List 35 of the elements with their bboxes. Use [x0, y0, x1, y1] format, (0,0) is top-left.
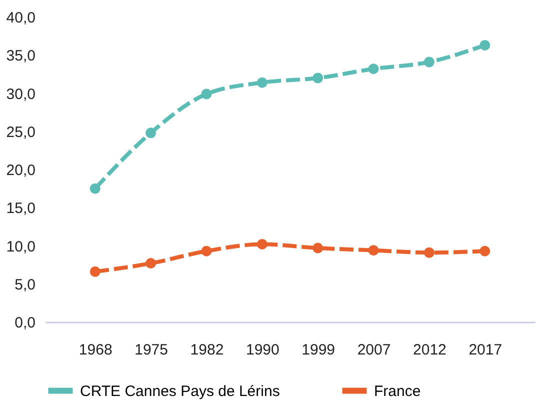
y-tick-label: 20,0 [6, 162, 36, 179]
point [201, 88, 212, 100]
y-tick-label: 30,0 [6, 86, 36, 103]
legend-label: France [374, 382, 421, 400]
point [368, 245, 379, 256]
y-tick-label: 10,0 [6, 238, 36, 256]
legend-label: CRTE Cannes Pays de Lérins [80, 382, 280, 400]
y-tick-label: 35,0 [6, 48, 36, 65]
point [424, 56, 434, 68]
point [90, 266, 100, 277]
x-tick-label: 1975 [134, 342, 168, 358]
y-tick-label: 5,0 [14, 276, 36, 294]
x-tick-label: 2012 [413, 342, 446, 358]
y-tick-label: 0,0 [14, 314, 36, 332]
point [480, 40, 490, 50]
point [368, 64, 379, 74]
point [424, 247, 434, 258]
point [146, 128, 156, 138]
x-tick-label: 1990 [246, 342, 280, 358]
point [312, 72, 324, 84]
point [480, 246, 490, 256]
x-tick-label: 2017 [468, 342, 502, 358]
point [201, 246, 212, 256]
point [146, 258, 156, 269]
y-tick-label: 40,0 [6, 10, 36, 26]
point [312, 242, 324, 254]
point [256, 238, 268, 250]
x-tick-label: 1968 [78, 342, 112, 358]
point [256, 77, 268, 88]
y-tick-label: 15,0 [6, 200, 36, 218]
x-tick-label: 1999 [302, 342, 336, 358]
x-tick-label: 1982 [190, 342, 224, 358]
point [90, 183, 100, 194]
x-tick-label: 2007 [357, 342, 391, 358]
y-tick-label: 25,0 [6, 124, 36, 141]
